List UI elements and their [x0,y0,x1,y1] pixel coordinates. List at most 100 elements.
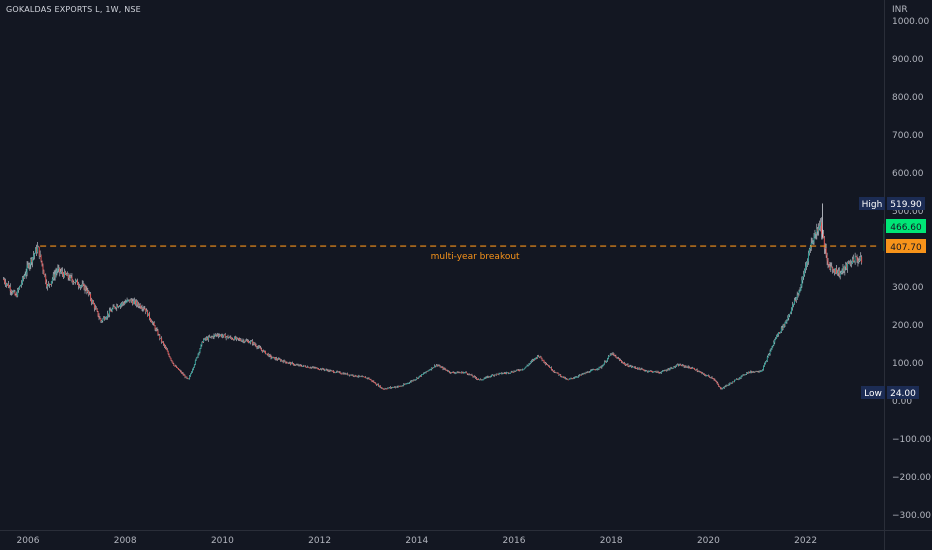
candle-body [99,317,101,319]
candle-body [11,292,13,293]
candle-body [186,376,188,379]
candle-body [513,371,515,373]
candle-body [343,373,345,375]
candle-body [102,318,104,321]
candle-body [818,228,820,232]
candle-body [677,364,679,366]
candle-body [568,379,570,380]
candle-body [722,387,724,389]
candle-body [39,254,41,257]
candle-body [88,290,90,294]
candle-body [245,340,247,342]
price-tick-label: 100.00 [892,359,924,369]
candle-body [76,280,78,281]
candle-body [111,308,113,312]
candle-body [40,254,42,261]
candle-body [829,265,831,270]
candle-body [285,361,287,363]
candle-body [174,365,176,367]
candle-body [84,286,86,290]
candle-body [575,377,577,378]
candle-body [446,369,448,371]
candle-body [807,261,808,263]
candle-body [644,370,646,372]
candle-body [657,371,659,373]
candle-body [336,371,338,373]
candle-body [31,258,33,263]
level-price-bg [886,239,926,253]
candle-body [270,355,272,358]
candle-body [202,341,204,343]
candle-body [414,379,416,381]
candle-body [651,371,653,373]
candle-body [669,368,671,370]
candle-body [257,347,259,348]
candle-body [117,305,119,308]
candle-body [180,371,182,373]
candle-body [570,378,572,380]
candle-body [333,370,335,373]
candle-body [817,229,819,232]
candle-body [621,361,623,363]
candle-body [6,283,7,285]
candle-body [827,260,829,265]
candle-body [664,370,665,372]
time-tick-label: 2018 [600,536,623,546]
candle-body [567,379,569,381]
candle-body [235,337,237,340]
candle-body [466,373,468,375]
candle-body [349,374,351,376]
candle-body [469,374,471,375]
candle-body [436,365,438,366]
candle-body [748,371,750,374]
candle-body [752,371,754,373]
candle-body [569,378,571,380]
candle-body [148,313,150,316]
candle-body [757,371,759,373]
candle-body [476,377,478,379]
time-tick-label: 2012 [308,536,331,546]
candle-body [365,377,367,379]
candle-body [379,385,381,388]
candle-body [428,370,430,372]
candle-body [738,378,740,379]
candle-body [797,294,799,296]
candle-body [323,369,325,371]
candle-body [696,369,698,372]
candle-body [331,370,333,372]
candle-body [542,359,544,361]
candle-body [571,378,573,380]
candle-body [423,373,425,374]
candle-body [433,367,435,369]
time-axis[interactable]: 2006 2008 2010 2012 2014 2016 2018 2020 2022 [17,536,818,546]
candle-body [503,372,505,374]
candle-body [435,365,437,367]
candle-body [444,368,446,370]
candle-body [698,371,700,373]
candle-body [10,291,12,293]
candle-body [293,364,295,366]
candle-body [116,305,118,308]
candle-body [92,301,94,305]
candle-body [649,370,650,372]
candle-body [524,367,526,369]
candle-body [184,375,186,378]
candle-body [819,225,821,229]
candle-body [778,332,779,335]
candle-body [200,344,202,349]
candle-body [666,369,668,371]
candle-body [64,271,66,275]
candle-body [42,264,44,271]
candle-body [206,337,207,340]
candle-body [840,271,842,273]
candle-body [295,364,297,366]
candle-body [573,377,575,379]
candle-body [322,368,324,370]
price-axis[interactable]: 1000.00900.00800.00700.00600.00500.00400… [892,17,931,521]
candle-body [23,275,25,278]
candle-body [109,310,111,312]
candle-body [228,337,230,339]
candle-body [347,373,349,375]
candle-body [345,373,347,375]
